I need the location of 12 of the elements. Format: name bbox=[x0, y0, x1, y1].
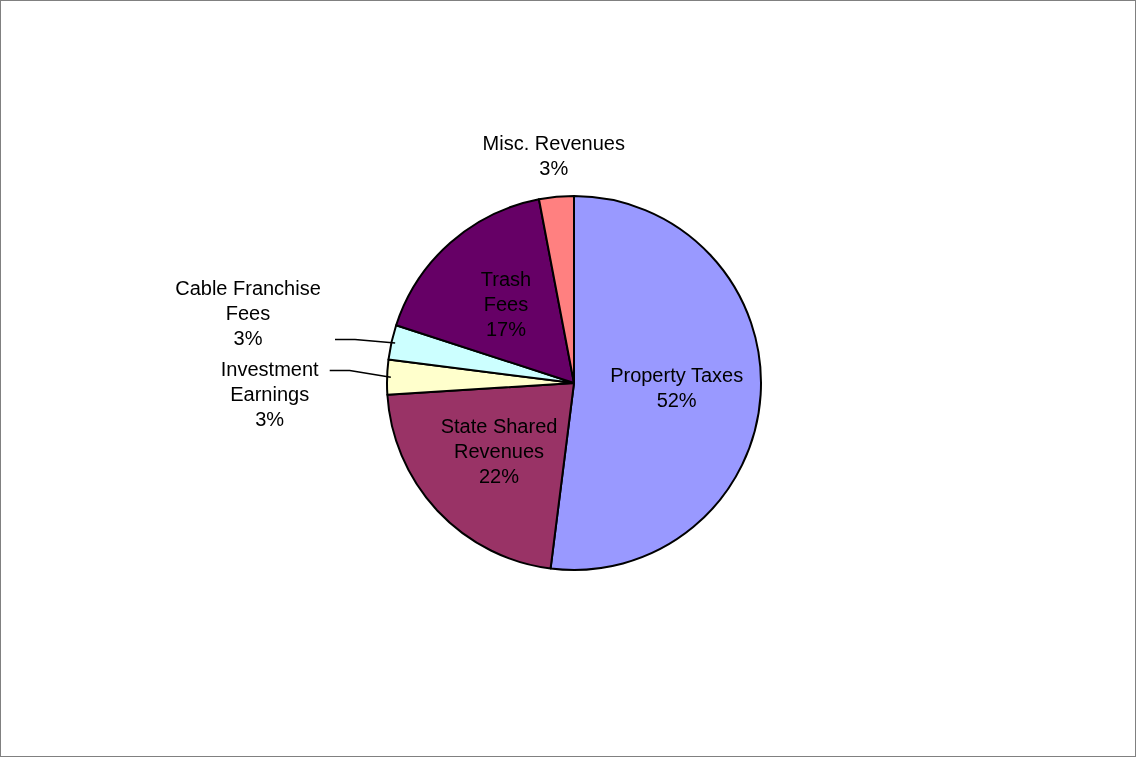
data-label: 3% bbox=[255, 407, 285, 430]
slice-label: State Shared Revenues bbox=[440, 415, 558, 463]
data-label: 3% bbox=[539, 157, 569, 180]
data-label: 52% bbox=[656, 389, 697, 412]
data-label: 17% bbox=[485, 318, 527, 341]
slice-label: Investment Earnings bbox=[220, 357, 320, 405]
slice-label: Misc. Revenues bbox=[482, 132, 625, 155]
data-label: 22% bbox=[479, 465, 520, 488]
slice-label: Trash Fees bbox=[480, 268, 532, 316]
slice-label: Property Taxes bbox=[610, 364, 744, 387]
slice-label: Cable Franchise Fees bbox=[175, 276, 321, 324]
data-label: 3% bbox=[233, 326, 263, 349]
